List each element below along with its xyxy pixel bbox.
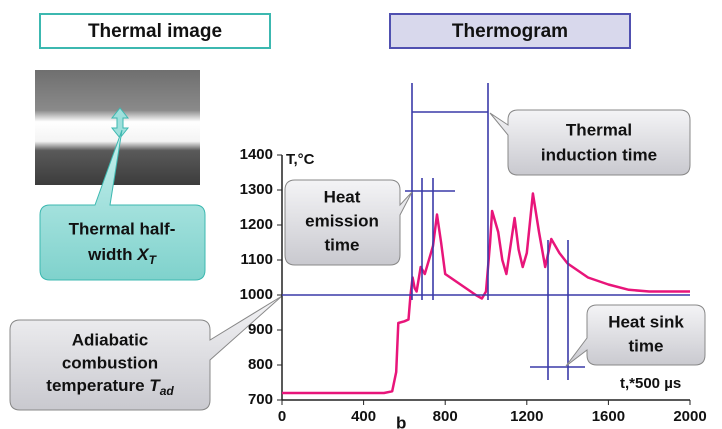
callout — [489, 109, 691, 176]
callout-text: Thermal half- — [69, 219, 176, 238]
y-tick-label: 1000 — [240, 286, 273, 303]
callout — [39, 129, 206, 281]
x-tick-label: 1200 — [510, 408, 543, 425]
y-tick-label: 1100 — [240, 251, 273, 268]
y-tick-label: 800 — [248, 356, 273, 373]
header-box — [39, 13, 271, 49]
callout-text: Heat — [324, 187, 361, 206]
callout-text: induction time — [541, 145, 657, 164]
x-tick-label: 0 — [278, 408, 286, 425]
y-tick-label: 1400 — [240, 146, 273, 163]
y-tick-label: 1200 — [240, 216, 273, 233]
y-tick-label: 900 — [248, 321, 273, 338]
callout-text: Adiabatic — [72, 330, 149, 349]
header: Thermogram — [452, 21, 568, 42]
annotations — [282, 83, 690, 380]
callout-text: Thermal — [566, 120, 632, 139]
x-tick-label: 1600 — [592, 408, 625, 425]
header-box — [389, 13, 631, 49]
callout-text: time — [629, 336, 664, 355]
callout — [565, 304, 706, 367]
x-axis-label: t,*500 µs — [620, 375, 681, 392]
x-tick-label: 800 — [433, 408, 458, 425]
callout-text: Heat sink — [608, 312, 684, 331]
y-axis-label: T,°C — [286, 151, 315, 168]
callout-text: time — [325, 235, 360, 254]
header: Thermal image — [88, 21, 222, 42]
callout — [9, 295, 283, 411]
y-tick-label: 700 — [248, 391, 273, 408]
x-tick-label: 400 — [351, 408, 376, 425]
callout-text: width XT — [87, 245, 157, 267]
plot: 700 800 900 1000 1100 1200 1300 1400 0 400 800 1200… — [240, 146, 707, 425]
callout-text: emission — [305, 211, 379, 230]
x-tick-label: 2000 — [673, 408, 706, 425]
callout-text: combustion — [62, 353, 158, 372]
callout — [284, 179, 413, 266]
y-tick-label: 1300 — [240, 181, 273, 198]
panel-label: b — [396, 413, 406, 429]
callout-text: temperature Tad — [46, 376, 174, 398]
